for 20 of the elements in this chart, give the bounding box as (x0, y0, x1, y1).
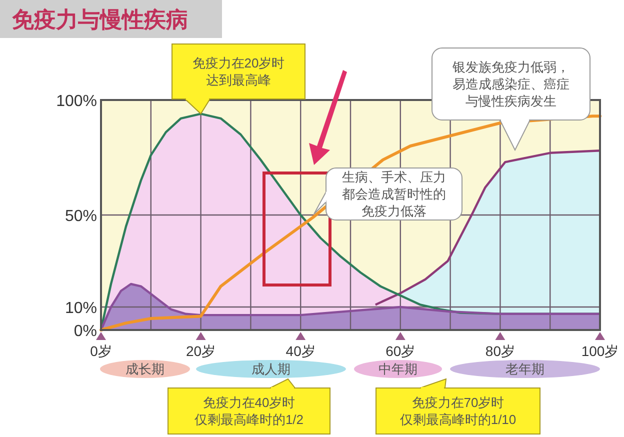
x-tick-label: 40岁 (286, 343, 316, 359)
x-tick-label: 100岁 (581, 343, 619, 359)
text: 免疫力在40岁时仅剩最高峰时的1/2 (194, 395, 304, 427)
x-tick-label: 80岁 (485, 343, 515, 359)
y-tick-label: 100% (56, 93, 97, 110)
annotation: 生病、手术、压力都会造成暂时性的免疫力低落 (342, 170, 446, 218)
y-tick-label: 50% (64, 208, 97, 225)
text: 成长期 (126, 362, 164, 377)
x-tick-label: 0岁 (90, 343, 112, 359)
chart-title: 免疫力与慢性疾病 (11, 7, 188, 32)
annotation: 银发族免疫力低弱，易造成感染症、癌症与慢性疾病发生 (452, 60, 570, 108)
text: 老年期 (506, 362, 544, 377)
y-tick-label: 10% (64, 300, 97, 317)
text: 中年期 (378, 362, 418, 377)
y-tick-label: 0% (74, 323, 97, 340)
text: 免疫力在70岁时仅剩最高峰时的1/10 (400, 395, 516, 427)
text: 成人期 (252, 362, 290, 377)
annotation: 免疫力在20岁时达到最高峰 (192, 56, 285, 88)
x-tick-label: 60岁 (386, 343, 416, 359)
x-tick-label: 20岁 (186, 343, 216, 359)
